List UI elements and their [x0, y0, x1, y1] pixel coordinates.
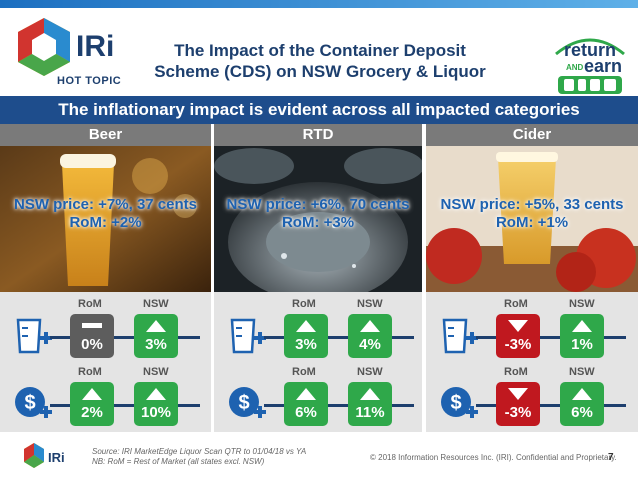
measuring-jug-plus-icon	[442, 318, 478, 354]
rtd-metrics-panel: RoM NSW 3% 4% $ RoM NSW 6% 11%	[214, 292, 422, 432]
rom-label: RoM	[504, 366, 528, 378]
up-arrow-icon	[146, 388, 166, 400]
copyright: © 2018 Information Resources Inc. (IRI).…	[370, 453, 617, 462]
cider-value-rom-tile: -3%	[496, 382, 540, 426]
page-title: The Impact of the Container Deposit Sche…	[154, 41, 486, 81]
hot-topic-label: HOT TOPIC	[57, 75, 122, 87]
rtd-volume-nsw-tile: 4%	[348, 314, 392, 358]
dollar-plus-icon: $	[15, 387, 52, 418]
nsw-label: NSW	[569, 298, 595, 310]
flat-dash-icon	[82, 323, 102, 328]
footer-iri-logo: IRi	[24, 443, 65, 468]
down-arrow-icon	[508, 320, 528, 332]
up-arrow-icon	[572, 320, 592, 332]
nsw-label: NSW	[143, 366, 169, 378]
beer-price-callout: NSW price: +7%, 37 cents RoM: +2%	[14, 196, 197, 231]
measuring-jug-plus-icon	[16, 318, 52, 354]
rtd-volume-rom-tile: 3%	[284, 314, 328, 358]
rom-label: RoM	[78, 298, 102, 310]
up-arrow-icon	[360, 388, 380, 400]
up-arrow-icon	[82, 388, 102, 400]
beer-metrics-panel: RoM NSW 0% 3% $ RoM NSW 2% 10%	[0, 292, 211, 432]
cider-price-callout: NSW price: +5%, 33 cents RoM: +1%	[440, 196, 624, 231]
beer-value-nsw-tile: 10%	[134, 382, 178, 426]
beer-photo: NSW price: +7%, 37 cents RoM: +2%	[0, 146, 211, 292]
dollar-plus-icon: $	[229, 387, 266, 418]
cider-volume-nsw-tile: 1%	[560, 314, 604, 358]
nsw-label: NSW	[569, 366, 595, 378]
page-number: 7	[608, 452, 614, 463]
iri-logo: IRi	[18, 18, 114, 76]
down-arrow-icon	[508, 388, 528, 400]
up-arrow-icon	[296, 388, 316, 400]
return-and-earn-logo: return AND earn	[555, 38, 625, 94]
svg-text:AND: AND	[566, 63, 584, 72]
svg-text:$: $	[24, 392, 35, 414]
svg-text:IRi: IRi	[48, 450, 65, 465]
footer: IRi	[0, 434, 638, 478]
svg-text:$: $	[450, 392, 461, 414]
cider-metrics-panel: RoM NSW -3% 1% $ RoM NSW -3% 6%	[426, 292, 638, 432]
svg-text:earn: earn	[584, 56, 622, 76]
up-arrow-icon	[296, 320, 316, 332]
svg-text:IRi: IRi	[76, 30, 114, 63]
rtd-price-callout: NSW price: +6%, 70 cents RoM: +3%	[226, 196, 410, 231]
beer-value-rom-tile: 2%	[70, 382, 114, 426]
category-header-rtd: RTD	[214, 124, 422, 146]
cider-volume-rom-tile: -3%	[496, 314, 540, 358]
dollar-plus-icon: $	[441, 387, 478, 418]
rtd-value-rom-tile: 6%	[284, 382, 328, 426]
rtd-photo: NSW price: +6%, 70 cents RoM: +3%	[214, 146, 422, 292]
up-arrow-icon	[146, 320, 166, 332]
rom-label: RoM	[504, 298, 528, 310]
rom-label: RoM	[292, 366, 316, 378]
category-header-beer: Beer	[0, 124, 211, 146]
cider-value-nsw-tile: 6%	[560, 382, 604, 426]
beer-volume-nsw-tile: 3%	[134, 314, 178, 358]
rtd-value-nsw-tile: 11%	[348, 382, 392, 426]
nsw-label: NSW	[357, 366, 383, 378]
top-accent-bar	[0, 0, 638, 8]
rom-label: RoM	[292, 298, 316, 310]
source-note: Source: IRI MarketEdge Liquor Scan QTR t…	[92, 447, 307, 466]
category-header-cider: Cider	[426, 124, 638, 146]
svg-text:$: $	[238, 392, 249, 414]
cider-photo: NSW price: +5%, 33 cents RoM: +1%	[426, 146, 638, 292]
rom-label: RoM	[78, 366, 102, 378]
headline-banner: The inflationary impact is evident acros…	[0, 96, 638, 124]
svg-text:return: return	[564, 40, 616, 60]
nsw-label: NSW	[357, 298, 383, 310]
header: IRi HOT TOPIC The Impact of the Containe…	[0, 8, 638, 96]
measuring-jug-plus-icon	[230, 318, 266, 354]
up-arrow-icon	[360, 320, 380, 332]
beer-volume-rom-tile: 0%	[70, 314, 114, 358]
up-arrow-icon	[572, 388, 592, 400]
nsw-label: NSW	[143, 298, 169, 310]
